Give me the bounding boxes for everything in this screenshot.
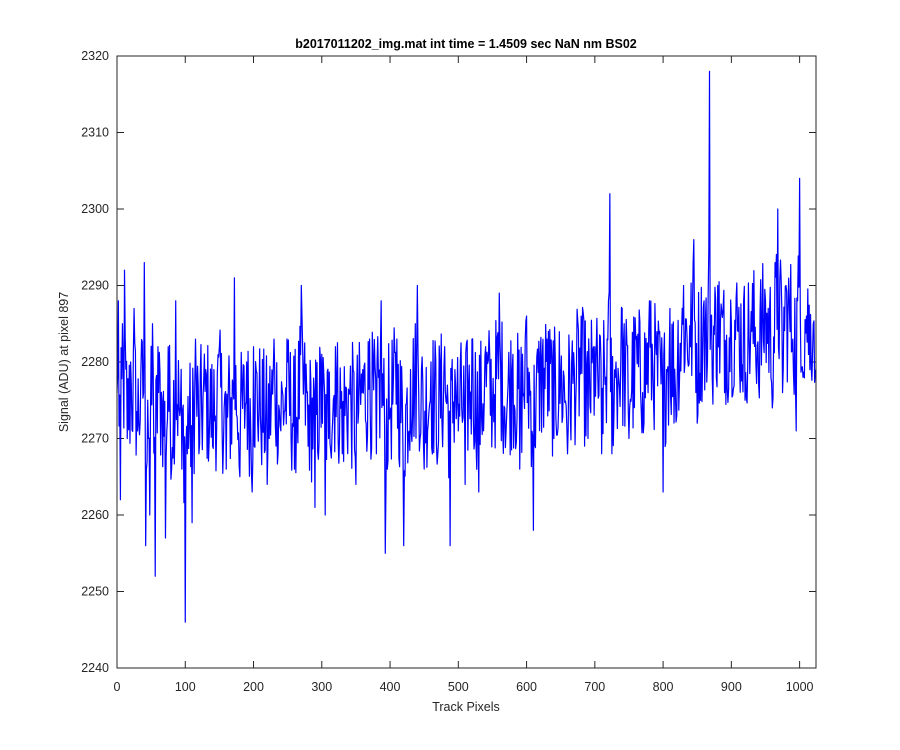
x-tick-label: 100 [175,680,196,694]
series-layer [116,70,816,623]
x-tick-label: 200 [243,680,264,694]
x-tick-label: 0 [114,680,121,694]
x-tick-label: 300 [311,680,332,694]
x-tick-label: 900 [721,680,742,694]
x-tick-label: 1000 [786,680,814,694]
y-axis-label: Signal (ADU) at pixel 897 [57,292,71,432]
x-tick-label: 700 [584,680,605,694]
x-tick-label: 800 [653,680,674,694]
y-tick-label: 2310 [81,126,109,140]
y-tick-label: 2290 [81,279,109,293]
x-tick-label: 400 [380,680,401,694]
y-tick-label: 2250 [81,585,109,599]
y-tick-label: 2280 [81,355,109,369]
x-axis-label: Track Pixels [432,700,500,714]
x-tick-label: 600 [516,680,537,694]
y-tick-label: 2270 [81,432,109,446]
y-tick-label: 2240 [81,661,109,675]
series-line [116,70,816,623]
x-axis-ticks: 0 100 200 300 400 500 600 700 800 900 1000 [114,56,814,694]
plot-frame [116,55,817,669]
y-axis-ticks: 2240 2250 2260 2270 2280 2290 2300 2310 2320 [81,49,816,675]
y-tick-label: 2300 [81,202,109,216]
chart-title: b2017011202_img.mat int time = 1.4509 se… [295,37,637,51]
y-tick-label: 2320 [81,49,109,63]
x-tick-label: 500 [448,680,469,694]
y-tick-label: 2260 [81,508,109,522]
